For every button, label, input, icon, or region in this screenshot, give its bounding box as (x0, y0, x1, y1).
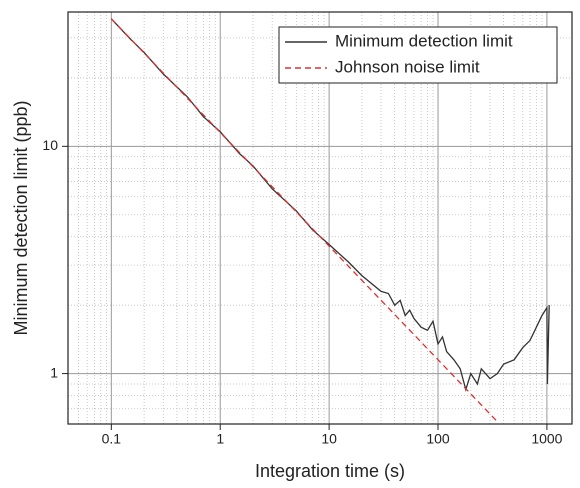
x-tick-label: 100 (426, 431, 450, 447)
x-axis-label: Integration time (s) (255, 461, 405, 481)
legend-label: Johnson noise limit (335, 57, 480, 76)
legend-box (278, 26, 558, 84)
x-tick-label: 10 (321, 431, 337, 447)
y-axis-label: Minimum detection limit (ppb) (11, 100, 31, 335)
series-line (110, 18, 498, 423)
x-tick-label: 0.1 (102, 431, 122, 447)
y-tick-label: 10 (42, 137, 58, 153)
x-tick-label: 1 (216, 431, 224, 447)
x-tick-label: 1000 (531, 431, 562, 447)
legend-label: Minimum detection limit (335, 31, 513, 50)
y-tick-label: 1 (50, 364, 58, 380)
plot-frame (67, 11, 573, 425)
